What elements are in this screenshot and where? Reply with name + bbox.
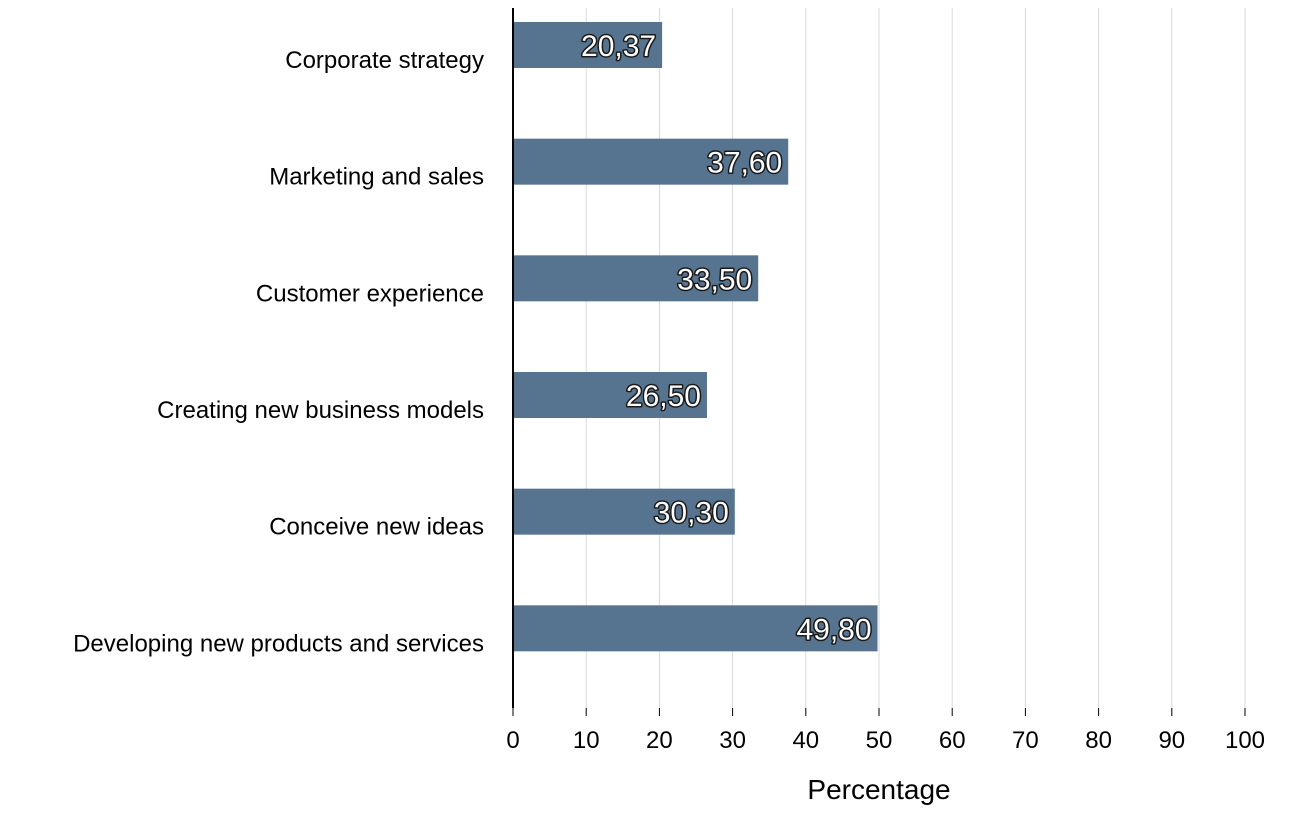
bars bbox=[513, 22, 878, 652]
x-tick-labels: 0 10 20 30 40 50 60 70 80 90 100 bbox=[506, 727, 1265, 754]
category-label: Developing new products and services bbox=[73, 630, 484, 657]
category-label: Corporate strategy bbox=[285, 47, 484, 74]
x-tick-label: 10 bbox=[573, 727, 600, 754]
x-tick-label: 20 bbox=[646, 727, 673, 754]
data-label: 30,30 bbox=[654, 497, 729, 530]
category-label: Creating new business models bbox=[157, 397, 484, 424]
x-tick-label: 50 bbox=[866, 727, 893, 754]
x-tick-label: 40 bbox=[792, 727, 819, 754]
bar bbox=[513, 255, 759, 302]
data-label: 26,50 bbox=[626, 380, 701, 413]
x-axis-title: Percentage bbox=[807, 774, 950, 805]
category-label: Customer experience bbox=[256, 280, 484, 307]
data-label: 49,80 bbox=[796, 613, 871, 646]
data-labels: 20,37 37,60 33,50 26,50 30,30 49,80 bbox=[580, 29, 874, 648]
gridlines bbox=[512, 8, 1246, 716]
bar bbox=[513, 138, 789, 185]
category-label: Conceive new ideas bbox=[269, 514, 484, 541]
x-tick-label: 80 bbox=[1085, 727, 1112, 754]
x-tick-label: 0 bbox=[506, 727, 519, 754]
data-label: 33,50 bbox=[677, 263, 752, 296]
x-tick-label: 30 bbox=[719, 727, 746, 754]
bar bbox=[513, 372, 707, 418]
bar bbox=[513, 488, 735, 535]
x-tick-label: 100 bbox=[1225, 727, 1265, 754]
data-label: 20,37 bbox=[581, 30, 656, 63]
x-tick-label: 70 bbox=[1012, 727, 1039, 754]
data-label: 37,60 bbox=[707, 147, 782, 180]
bar bbox=[513, 605, 878, 652]
x-tick-label: 90 bbox=[1158, 727, 1185, 754]
bar bbox=[513, 22, 663, 68]
x-tick-label: 60 bbox=[939, 727, 966, 754]
category-labels: Corporate strategy Marketing and sales Cus… bbox=[73, 47, 484, 657]
category-label: Marketing and sales bbox=[269, 164, 484, 191]
